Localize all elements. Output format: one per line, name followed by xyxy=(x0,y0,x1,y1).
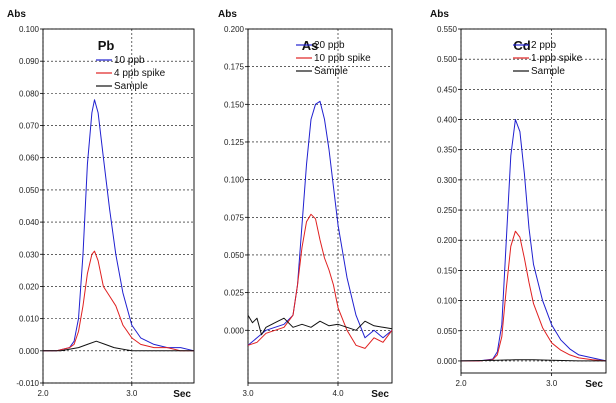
y-tick-label: 0.400 xyxy=(437,116,458,125)
legend-label: Sample xyxy=(531,66,565,77)
y-tick-label: 0.350 xyxy=(437,146,458,155)
y-tick-label: 0.010 xyxy=(19,315,40,324)
legend-label: 10 ppb xyxy=(114,55,145,66)
legend-label: Sample xyxy=(114,81,148,92)
chart-title: Pb xyxy=(98,38,115,53)
chart-panel-pb: -0.010 0.000 0.010 0.020 0.030 0.040 0.050 0.06… xyxy=(7,9,195,400)
y-tick-label: 0.175 xyxy=(224,63,245,72)
legend-label: Sample xyxy=(314,66,348,77)
x-tick-label: 2.0 xyxy=(37,389,49,398)
series-line-4-ppb-spike xyxy=(43,250,194,352)
x-tick-label: 2.0 xyxy=(455,379,467,388)
legend-label: 20 ppb xyxy=(314,40,345,51)
y-tick-label: 0.100 xyxy=(224,176,245,185)
y-axis-label: Abs xyxy=(430,9,449,20)
x-tick-label: 3.0 xyxy=(242,389,254,398)
y-tick-label: 0.150 xyxy=(224,100,245,109)
x-tick-label: 3.0 xyxy=(126,389,138,398)
y-tick-label: 0.000 xyxy=(19,347,40,356)
series-line-1-ppb-spike xyxy=(461,230,607,362)
series-line-10-ppb-spike xyxy=(247,213,393,349)
y-tick-label: 0.040 xyxy=(19,218,40,227)
y-tick-label: 0.100 xyxy=(19,25,40,34)
y-tick-label: 0.200 xyxy=(437,236,458,245)
series-line-2-ppb xyxy=(461,119,607,362)
plot-frame xyxy=(460,28,607,374)
plot-frame xyxy=(42,28,195,384)
y-tick-label: 0.030 xyxy=(19,250,40,259)
plot-frame xyxy=(247,28,393,384)
series-line-sample xyxy=(43,340,194,352)
y-tick-label: 0.550 xyxy=(437,25,458,34)
y-tick-label: 0.025 xyxy=(224,289,245,298)
y-tick-label: 0.090 xyxy=(19,57,40,66)
x-axis-label: Sec xyxy=(173,389,191,400)
y-tick-label: 0.200 xyxy=(224,25,245,34)
y-tick-label: 0.050 xyxy=(224,251,245,260)
y-axis-label: Abs xyxy=(218,9,237,20)
legend-label: 4 ppb spike xyxy=(114,68,166,79)
y-tick-label: 0.050 xyxy=(19,186,40,195)
series-line-20-ppb xyxy=(247,100,393,346)
y-tick-label: 0.080 xyxy=(19,89,40,98)
y-tick-label: 0.450 xyxy=(437,85,458,94)
legend-label: 1 ppb spike xyxy=(531,53,583,64)
y-tick-label: 0.070 xyxy=(19,122,40,131)
y-tick-label: 0.125 xyxy=(224,138,245,147)
series-line-sample xyxy=(247,314,393,336)
x-axis-label: Sec xyxy=(371,389,389,400)
series-line-10-ppb xyxy=(43,99,195,352)
chart-panel-cd: 0.000 0.050 0.100 0.150 0.200 0.250 0.300 0.350… xyxy=(430,9,607,390)
y-axis-label: Abs xyxy=(7,9,26,20)
x-tick-label: 3.0 xyxy=(546,379,558,388)
y-tick-label: 0.300 xyxy=(437,176,458,185)
legend-label: 2 ppb xyxy=(531,40,556,51)
y-tick-label: 0.100 xyxy=(437,297,458,306)
chart-panel-as: 0.000 0.025 0.050 0.075 0.100 0.125 0.150 0.175… xyxy=(218,9,393,400)
y-tick-label: 0.500 xyxy=(437,55,458,64)
y-tick-label: -0.010 xyxy=(16,379,39,388)
y-tick-label: 0.150 xyxy=(437,266,458,275)
x-axis-label: Sec xyxy=(585,379,603,390)
y-tick-label: 0.075 xyxy=(224,213,245,222)
y-tick-label: 0.000 xyxy=(437,357,458,366)
y-tick-label: 0.050 xyxy=(437,327,458,336)
y-tick-label: 0.000 xyxy=(224,326,245,335)
series-line-sample xyxy=(460,359,606,362)
legend-label: 10 ppb spike xyxy=(314,53,371,64)
y-tick-label: 0.250 xyxy=(437,206,458,215)
y-tick-label: 0.060 xyxy=(19,154,40,163)
x-tick-label: 4.0 xyxy=(332,389,344,398)
y-tick-label: 0.020 xyxy=(19,282,40,291)
